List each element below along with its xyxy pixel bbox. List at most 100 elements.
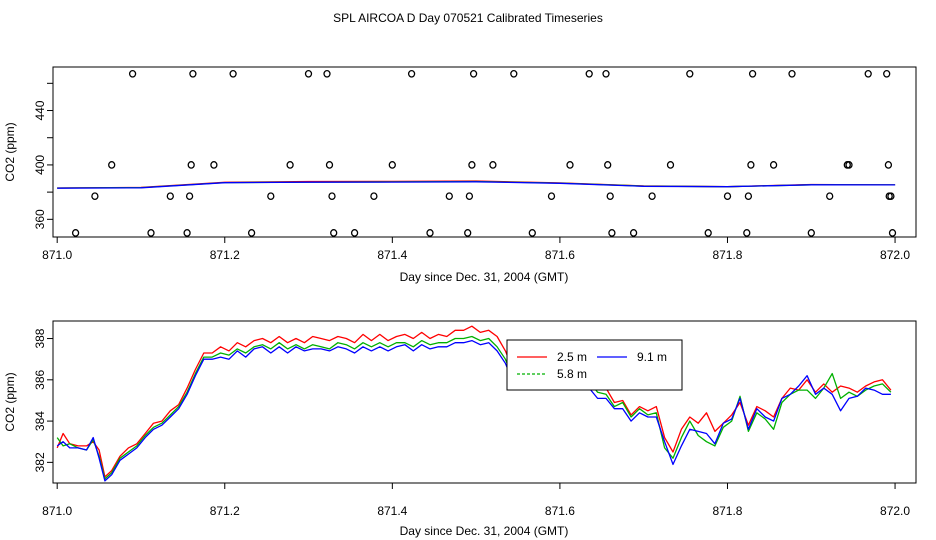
calibration-point-25 — [445, 192, 453, 201]
legend-label-9-1m: 9.1 m — [637, 350, 667, 364]
calibration-point-31 — [510, 69, 518, 78]
y-axis-top: 360 400 440 — [33, 82, 53, 229]
series-group-top — [57, 180, 896, 189]
calibration-point-19 — [330, 229, 338, 237]
calibration-point-13 — [267, 192, 275, 201]
y-tick-label-1: 384 — [33, 411, 47, 431]
calibration-point-46 — [743, 229, 751, 237]
series-line-2 — [57, 181, 896, 189]
x-axis-label-bottom: Day since Dec. 31, 2004 (GMT) — [400, 524, 569, 538]
calibration-point-11 — [229, 69, 237, 78]
calibration-point-60 — [887, 192, 895, 201]
legend-label-5-8m: 5.8 m — [557, 367, 587, 381]
calibration-point-20 — [350, 229, 359, 237]
x-tick-label-0: 871.0 — [42, 248, 72, 262]
x-axis-top: 871.0 871.2 871.4 871.6 871.8 872.0 — [42, 237, 910, 262]
y-tick-label-1: 400 — [33, 155, 47, 175]
calibration-point-40 — [629, 229, 638, 237]
calibration-point-44 — [704, 229, 712, 237]
calibration-point-14 — [286, 161, 294, 169]
plot-frame-bottom — [52, 320, 917, 484]
calibration-points — [71, 69, 897, 237]
x-tick-label-1: 871.2 — [210, 504, 240, 518]
calibration-point-6 — [183, 229, 191, 237]
calibration-point-55 — [845, 161, 853, 169]
calibration-point-42 — [666, 161, 675, 169]
series-line-0 — [56, 325, 892, 478]
calibration-point-27 — [465, 192, 474, 201]
calibration-point-12 — [247, 229, 256, 237]
calibration-point-57 — [883, 69, 891, 78]
calibration-point-36 — [602, 69, 610, 78]
series-line-2 — [56, 339, 891, 482]
panel-bottom: 871.0 871.2 871.4 871.6 871.8 872.0 382 384 386… — [3, 320, 917, 538]
calibration-point-15 — [304, 69, 313, 78]
calibration-point-52 — [807, 229, 815, 237]
calibration-point-1 — [91, 192, 99, 201]
legend-label-2-5m: 2.5 m — [557, 350, 587, 364]
calibration-point-47 — [744, 192, 753, 201]
figure-title: SPL AIRCOA D Day 070521 Calibrated Times… — [333, 11, 603, 25]
calibration-point-51 — [788, 69, 796, 78]
calibration-point-17 — [325, 161, 334, 169]
y-tick-label-2: 386 — [33, 369, 47, 389]
calibration-point-43 — [686, 69, 694, 78]
x-tick-label-2: 871.4 — [377, 504, 407, 518]
calibration-point-10 — [210, 161, 218, 169]
y-tick-label-0: 360 — [33, 209, 47, 229]
calibration-point-50 — [769, 161, 778, 169]
calibration-point-35 — [585, 69, 593, 78]
calibration-point-34 — [566, 161, 574, 169]
calibration-point-56 — [864, 69, 872, 78]
calibration-point-30 — [489, 161, 497, 169]
y-axis-label-top: CO2 (ppm) — [3, 122, 17, 181]
calibration-point-16 — [323, 69, 331, 78]
calibration-point-39 — [608, 229, 616, 237]
calibration-point-28 — [468, 161, 476, 169]
calibration-point-58 — [884, 161, 893, 169]
x-tick-label-4: 871.8 — [712, 248, 742, 262]
y-axis-label-bottom: CO2 (ppm) — [3, 372, 17, 431]
x-tick-label-2: 871.4 — [377, 248, 407, 262]
calibration-point-4 — [147, 229, 155, 237]
calibration-point-0 — [71, 229, 80, 237]
calibration-point-45 — [723, 192, 732, 201]
calibration-point-23 — [407, 69, 416, 78]
calibration-point-3 — [128, 69, 137, 78]
x-tick-label-3: 871.6 — [545, 504, 575, 518]
calibration-point-9 — [189, 69, 197, 78]
calibration-point-29 — [469, 69, 478, 78]
y-tick-label-2: 440 — [33, 100, 47, 120]
x-tick-label-3: 871.6 — [545, 248, 575, 262]
calibration-point-41 — [648, 192, 656, 201]
x-axis-label-top: Day since Dec. 31, 2004 (GMT) — [400, 270, 569, 284]
calibration-point-33 — [547, 192, 556, 201]
legend-box — [506, 339, 683, 391]
panel-top: 871.0 871.2 871.4 871.6 871.8 872.0 360 400 440… — [3, 66, 917, 284]
calibration-point-8 — [187, 161, 195, 169]
x-tick-label-0: 871.0 — [42, 504, 72, 518]
calibration-point-7 — [185, 192, 194, 201]
series-line-1 — [56, 335, 892, 480]
calibration-point-38 — [606, 192, 614, 201]
y-tick-label-0: 382 — [33, 452, 47, 472]
calibration-point-48 — [747, 161, 755, 169]
x-tick-label-1: 871.2 — [210, 248, 240, 262]
series-group-bottom — [56, 325, 892, 482]
x-tick-label-5: 872.0 — [880, 248, 910, 262]
x-axis-bottom: 871.0 871.2 871.4 871.6 871.8 872.0 — [42, 483, 910, 518]
calibration-point-21 — [370, 192, 378, 201]
calibration-point-49 — [748, 69, 757, 78]
x-tick-label-5: 872.0 — [880, 504, 910, 518]
calibration-point-53 — [826, 192, 834, 201]
legend: 2.5 m 5.8 m 9.1 m — [506, 339, 683, 391]
calibration-point-22 — [388, 161, 396, 169]
calibration-point-32 — [528, 229, 536, 237]
x-tick-label-4: 871.8 — [712, 504, 742, 518]
calibration-point-18 — [328, 192, 336, 201]
calibration-point-26 — [464, 229, 472, 237]
calibration-point-24 — [426, 229, 434, 237]
y-axis-bottom: 382 384 386 388 — [33, 328, 53, 472]
calibration-point-2 — [108, 161, 116, 169]
